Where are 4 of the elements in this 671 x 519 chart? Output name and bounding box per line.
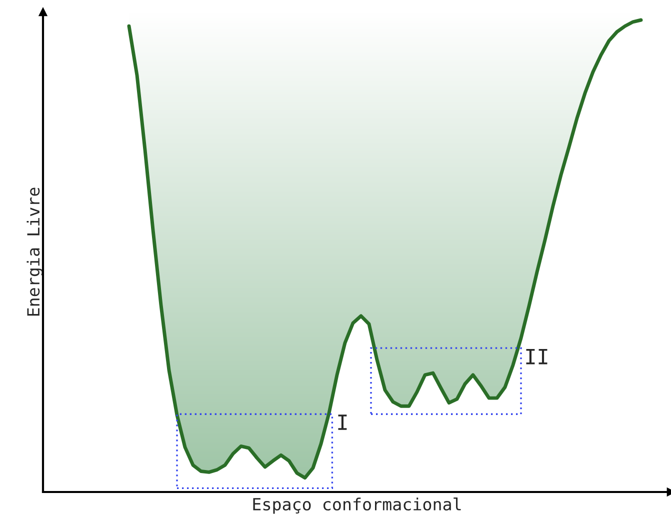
x-axis-title: Espaço conformacional: [253, 498, 461, 514]
annotation: I: [338, 414, 347, 430]
y-axis-title: Energia Livre: [26, 188, 43, 316]
annotation: II: [526, 349, 548, 364]
